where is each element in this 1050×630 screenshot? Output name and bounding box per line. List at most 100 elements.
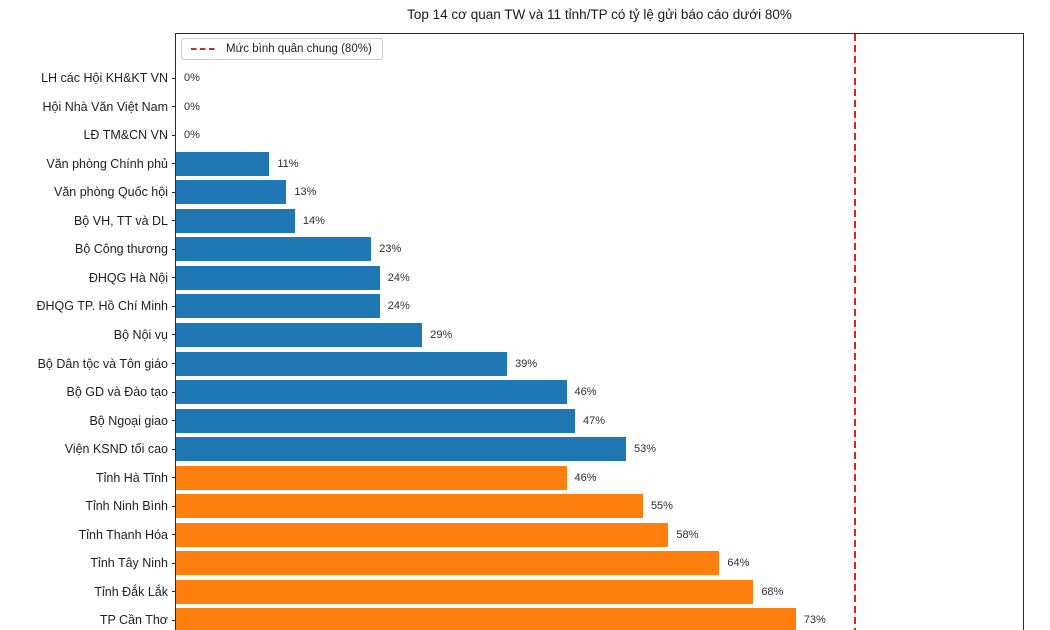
bar <box>176 180 287 205</box>
bar-row: Bộ Dân tộc và Tôn giáo 39% <box>38 351 1023 376</box>
value-label: 46% <box>574 386 597 399</box>
category-label: Tỉnh Tây Ninh <box>90 556 168 571</box>
axis-tick <box>172 77 176 79</box>
axis-tick <box>172 562 176 564</box>
axis-tick <box>172 106 176 108</box>
category-label: TP Cần Thơ <box>99 613 168 628</box>
bar <box>176 237 372 262</box>
bar <box>176 494 643 519</box>
bars-container: LH các Hội KH&KT VN 0% Hội Nhà Văn Việt Na… <box>36 34 1023 630</box>
axis-tick <box>172 391 176 393</box>
value-label: 24% <box>387 271 410 284</box>
value-label: 29% <box>430 328 453 341</box>
bar-row: Bộ Công thương 23% <box>75 237 1023 262</box>
value-label: 68% <box>761 585 784 598</box>
category-label: Hội Nhà Văn Việt Nam <box>42 99 168 114</box>
axis-tick <box>172 248 176 250</box>
axis-tick <box>172 477 176 479</box>
bar <box>176 322 423 347</box>
value-label: 73% <box>803 614 826 627</box>
bar-row: Tỉnh Ninh Bình 55% <box>85 494 1023 519</box>
bar-row: TP Cần Thơ 73% <box>100 608 1023 630</box>
axis-tick <box>172 505 176 507</box>
threshold-line <box>854 34 857 630</box>
bar <box>176 579 754 604</box>
bar-row: Tỉnh Đắk Lắk 68% <box>94 579 1023 604</box>
bar-row: Bộ Ngoại giao 47% <box>89 408 1023 433</box>
axis-tick <box>172 363 176 364</box>
bar <box>176 551 720 576</box>
bar <box>176 465 567 490</box>
category-label: ĐHQG TP. Hồ Chí Minh <box>36 299 168 314</box>
category-label: Tỉnh Ninh Bình <box>85 499 168 514</box>
value-label: 53% <box>633 443 656 456</box>
axis-tick <box>172 134 176 136</box>
bar-row: LĐ TM&CN VN 0% <box>83 123 1023 147</box>
axis-tick <box>172 448 176 450</box>
value-label: 64% <box>727 557 750 570</box>
bar-row: Viện KSND tối cao 53% <box>65 437 1023 462</box>
axis-tick <box>172 619 176 621</box>
category-label: Bộ Ngoại giao <box>89 413 168 428</box>
value-label: 55% <box>650 500 673 513</box>
value-label: 0% <box>184 129 200 142</box>
category-label: Viện KSND tối cao <box>64 442 168 457</box>
axis-tick <box>172 277 176 279</box>
bar <box>176 522 669 547</box>
axis-tick <box>172 220 176 222</box>
bar-row: ĐHQG TP. Hồ Chí Minh 24% <box>36 294 1023 319</box>
category-label: Bộ GD và Đào tạo <box>66 385 168 400</box>
bar-row: ĐHQG Hà Nội 24% <box>89 265 1023 290</box>
bar-row: Hội Nhà Văn Việt Nam 0% <box>42 95 1023 119</box>
bar <box>176 380 567 405</box>
legend-label: Mức bình quân chung (80%) <box>226 43 372 55</box>
category-label: ĐHQG Hà Nội <box>88 270 168 285</box>
bar <box>176 437 626 462</box>
axis-tick <box>172 534 176 536</box>
category-label: Văn phòng Chính phủ <box>46 156 168 171</box>
axis-tick <box>172 591 176 593</box>
category-label: Tỉnh Hà Tĩnh <box>95 470 168 485</box>
category-label: Văn phòng Quốc hội <box>54 185 168 200</box>
value-label: 24% <box>387 300 410 313</box>
bar <box>176 151 270 176</box>
value-label: 0% <box>184 100 200 113</box>
category-label: Bộ VH, TT và DL <box>73 213 168 228</box>
axis-tick <box>172 163 176 165</box>
bar <box>176 294 380 319</box>
bar-row: LH các Hội KH&KT VN 0% <box>41 66 1023 90</box>
value-label: 23% <box>379 243 402 256</box>
bar-row: Bộ Nội vụ 29% <box>114 322 1023 347</box>
axis-tick <box>172 420 176 422</box>
bar-row: Bộ VH, TT và DL 14% <box>74 208 1023 233</box>
bar <box>176 208 295 233</box>
bar-row: Tỉnh Hà Tĩnh 46% <box>96 465 1023 490</box>
category-label: LĐ TM&CN VN <box>83 128 168 143</box>
category-label: Tỉnh Thanh Hóa <box>78 527 168 542</box>
value-label: 13% <box>294 186 317 199</box>
bar-row: Văn phòng Quốc hội 13% <box>54 180 1023 205</box>
category-label: Bộ Dân tộc và Tôn giáo <box>37 356 168 371</box>
value-label: 14% <box>302 214 325 227</box>
axis-tick <box>172 191 176 193</box>
category-label: LH các Hội KH&KT VN <box>41 71 168 85</box>
bar <box>176 608 796 630</box>
bar-row: Tỉnh Thanh Hóa 58% <box>79 522 1023 547</box>
bar-row: Tỉnh Tây Ninh 64% <box>90 551 1023 576</box>
category-label: Bộ Công thương <box>74 242 168 257</box>
bar <box>176 408 576 433</box>
dashed-line-icon <box>191 48 217 50</box>
axis-tick <box>172 305 176 307</box>
value-label: 47% <box>583 414 606 427</box>
category-label: Tỉnh Đắk Lắk <box>94 584 168 599</box>
value-label: 58% <box>676 528 699 541</box>
value-label: 46% <box>574 471 597 484</box>
category-label: Bộ Nội vụ <box>113 327 168 342</box>
bar-row: Bộ GD và Đào tạo 46% <box>67 380 1023 405</box>
value-label: 39% <box>515 357 538 370</box>
value-label: 11% <box>277 157 299 170</box>
plot-area: LH các Hội KH&KT VN 0% Hội Nhà Văn Việt Na… <box>36 33 1024 630</box>
legend: Mức bình quân chung (80%) <box>181 38 383 60</box>
bar <box>176 351 508 376</box>
